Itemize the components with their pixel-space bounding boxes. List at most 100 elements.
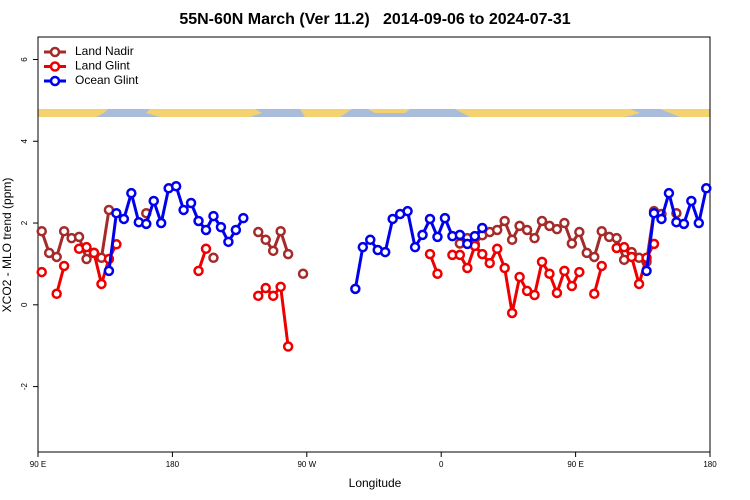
- point: [439, 212, 451, 224]
- land-strip: [368, 109, 410, 113]
- point: [215, 221, 227, 233]
- point: [499, 215, 510, 227]
- point: [238, 212, 249, 224]
- point: [566, 280, 578, 292]
- point: [477, 222, 488, 234]
- point: [185, 197, 197, 209]
- point: [536, 256, 548, 268]
- point: [686, 195, 697, 207]
- point: [462, 262, 473, 274]
- land-strip: [146, 109, 262, 117]
- point: [267, 245, 279, 257]
- point: [58, 225, 70, 237]
- land-strip: [300, 109, 352, 117]
- point: [103, 265, 115, 277]
- point: [58, 260, 70, 272]
- point: [350, 283, 361, 295]
- series: [36, 238, 660, 352]
- point: [544, 268, 555, 279]
- point: [514, 220, 525, 232]
- point: [96, 278, 107, 290]
- x-tick-label: 180: [703, 460, 717, 469]
- point: [529, 232, 540, 244]
- point: [379, 246, 391, 258]
- point: [581, 247, 593, 259]
- point: [417, 229, 428, 241]
- point: [170, 180, 182, 192]
- legend-label: Ocean Glint: [75, 73, 139, 87]
- point: [559, 217, 570, 229]
- point: [111, 207, 122, 219]
- point: [469, 230, 481, 242]
- land-strip: [38, 109, 108, 117]
- point: [208, 252, 219, 264]
- y-tick-label: 4: [20, 138, 29, 143]
- point: [432, 268, 443, 279]
- legend-marker: [49, 61, 61, 72]
- point: [596, 260, 607, 272]
- series: [103, 180, 712, 295]
- point: [611, 232, 622, 244]
- point: [200, 224, 212, 236]
- point: [499, 262, 510, 274]
- point: [200, 243, 212, 255]
- point: [148, 195, 159, 207]
- point: [514, 271, 525, 283]
- point: [477, 248, 488, 260]
- x-tick-label: 90 E: [30, 460, 46, 469]
- point: [424, 213, 436, 225]
- point: [253, 226, 264, 238]
- x-tick-label: 180: [166, 460, 180, 469]
- point: [267, 290, 279, 302]
- point: [589, 288, 600, 300]
- point: [51, 288, 62, 300]
- point: [409, 241, 421, 253]
- point: [282, 341, 294, 352]
- map-strip: [38, 109, 710, 117]
- legend-marker: [49, 75, 61, 87]
- x-tick-label: 90 W: [297, 460, 316, 469]
- point: [633, 278, 645, 290]
- point: [596, 225, 607, 237]
- x-tick-label: 90 E: [567, 460, 583, 469]
- point: [193, 265, 204, 277]
- point: [81, 253, 92, 265]
- legend-label: Land Nadir: [75, 44, 134, 58]
- point: [454, 229, 466, 241]
- point: [126, 187, 137, 199]
- point: [506, 234, 518, 246]
- point: [536, 215, 548, 227]
- point: [402, 205, 413, 217]
- point: [193, 215, 204, 227]
- point: [230, 224, 242, 236]
- point: [678, 218, 690, 230]
- point: [521, 285, 533, 297]
- point: [506, 307, 518, 319]
- point: [424, 248, 436, 260]
- plot-frame: [37, 36, 711, 453]
- land-strip: [455, 109, 640, 117]
- point: [81, 241, 92, 253]
- point: [208, 210, 219, 222]
- y-tick-label: 0: [20, 302, 29, 307]
- y-tick-label: -2: [20, 382, 29, 390]
- point: [521, 224, 533, 236]
- point: [529, 289, 540, 301]
- point: [282, 248, 294, 260]
- point: [589, 251, 600, 263]
- y-axis-label: XCO2 - MLO trend (ppm): [0, 178, 14, 313]
- point: [574, 266, 585, 278]
- y-tick-label: 6: [20, 57, 29, 62]
- chart-title: 55N-60N March (Ver 11.2) 2014-09-06 to 2…: [179, 11, 570, 28]
- x-axis-label: Longitude: [349, 476, 402, 490]
- point: [701, 183, 712, 194]
- point: [693, 217, 705, 229]
- point: [462, 238, 473, 250]
- point: [223, 236, 234, 248]
- point: [626, 251, 637, 263]
- point: [551, 223, 563, 235]
- land-strip: [660, 109, 710, 117]
- point: [618, 241, 630, 253]
- point: [88, 247, 100, 259]
- point: [641, 265, 652, 277]
